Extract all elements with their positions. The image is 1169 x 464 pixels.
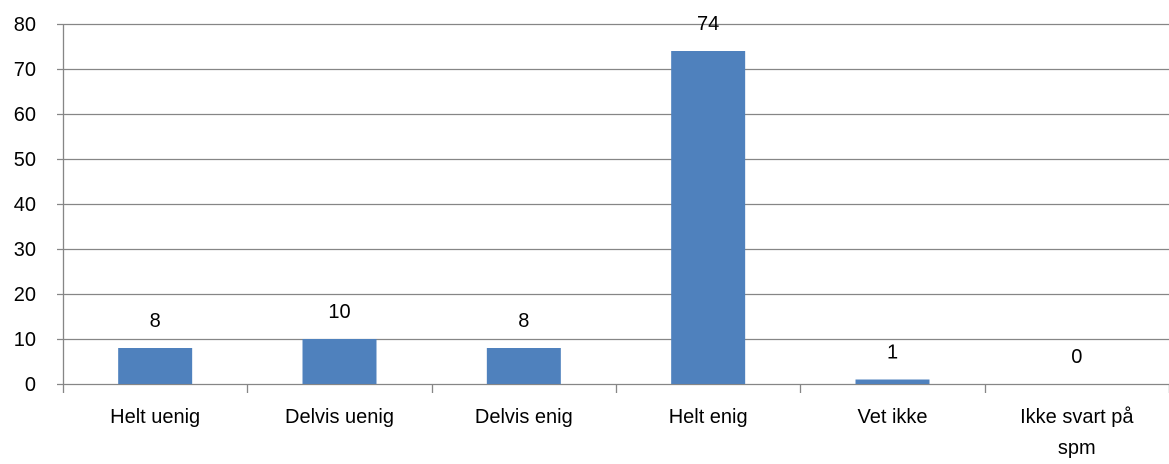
axes — [62, 24, 1169, 393]
data-label: 74 — [697, 13, 719, 35]
category-label: Helt enig — [669, 406, 748, 428]
bar — [302, 339, 377, 384]
y-tick-label: 70 — [14, 59, 36, 81]
y-tick-label: 20 — [14, 284, 36, 306]
y-tick-label: 50 — [14, 149, 36, 171]
data-label: 8 — [150, 310, 161, 332]
data-label: 0 — [1071, 346, 1082, 368]
y-tick-label: 40 — [14, 194, 36, 216]
bar — [855, 379, 930, 384]
bar — [118, 348, 193, 384]
category-label: Helt uenig — [110, 406, 200, 428]
bar — [671, 51, 746, 384]
gridlines — [57, 23, 1169, 386]
category-label: Ikke svart på spm — [1020, 406, 1134, 459]
category-label: Delvis enig — [475, 406, 573, 428]
data-label: 8 — [518, 310, 529, 332]
y-tick-label: 0 — [25, 374, 36, 396]
bars — [118, 51, 930, 384]
data-label: 1 — [887, 342, 898, 364]
y-tick-label: 80 — [14, 14, 36, 36]
y-tick-label: 10 — [14, 329, 36, 351]
y-tick-label: 60 — [14, 104, 36, 126]
category-label: Vet ikke — [857, 406, 927, 428]
category-label: Delvis uenig — [285, 406, 394, 428]
bar — [486, 348, 561, 384]
data-label: 10 — [328, 301, 350, 323]
y-tick-label: 30 — [14, 239, 36, 261]
